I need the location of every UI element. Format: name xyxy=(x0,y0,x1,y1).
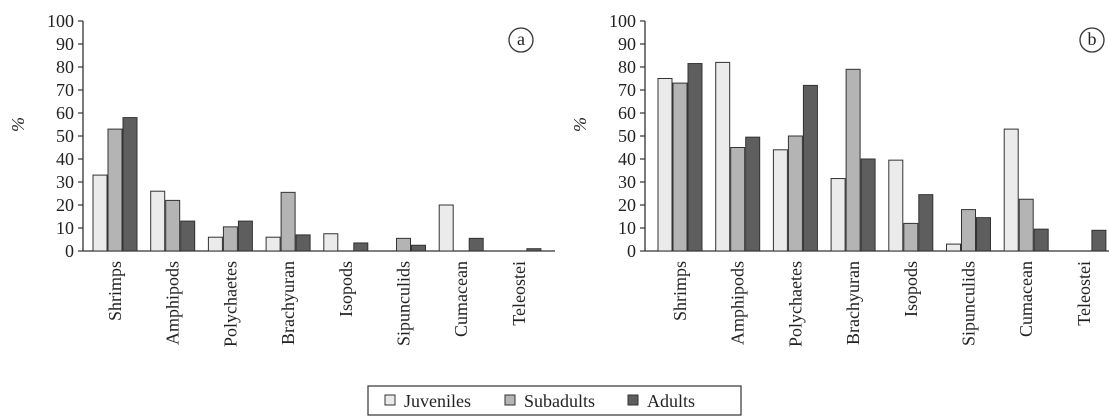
y-tick-label: 80 xyxy=(56,57,74,77)
bar-juveniles-shrimps xyxy=(92,174,108,252)
bar-juveniles-brachyuran xyxy=(265,236,281,252)
bar-adults-sipunculids xyxy=(411,244,426,252)
y-tick-label: 10 xyxy=(56,218,74,238)
y-tick-label: 80 xyxy=(618,57,636,77)
bar-adults-isopods xyxy=(918,194,934,252)
legend-label-juveniles: Juveniles xyxy=(404,391,471,411)
bar-juveniles-isopods xyxy=(323,233,339,252)
category-label: Isopods xyxy=(901,261,921,317)
bar-subadults-polychaetes xyxy=(787,135,803,252)
category-label: Cumacean xyxy=(451,261,471,337)
y-tick-label: 70 xyxy=(56,80,74,100)
y-axis-label: % xyxy=(570,117,590,132)
y-tick-label: 70 xyxy=(618,80,636,100)
bar-juveniles-shrimps xyxy=(657,78,673,252)
y-tick-label: 20 xyxy=(56,195,74,215)
bar-subadults-polychaetes xyxy=(222,226,238,252)
y-tick-label: 100 xyxy=(609,11,636,31)
bar-adults-shrimps xyxy=(122,117,138,252)
bar-adults-amphipods xyxy=(745,136,761,252)
category-label: Teleostei xyxy=(509,261,529,326)
y-tick-label: 50 xyxy=(618,126,636,146)
y-tick-label: 60 xyxy=(56,103,74,123)
chart-panel-b: 0 10 20 30 40 50 60 70 80 90 100% b Shrimps Amphipods… xyxy=(570,11,1109,347)
category-label: Sipunculids xyxy=(959,261,979,346)
y-tick-label: 90 xyxy=(618,34,636,54)
legend-swatch-juveniles xyxy=(384,394,396,406)
category-label: Brachyuran xyxy=(843,261,863,345)
category-label: Teleostei xyxy=(1074,261,1094,326)
category-label: Polychaetes xyxy=(220,261,240,347)
y-tick-label: 90 xyxy=(56,34,74,54)
bar-adults-teleostei xyxy=(1091,229,1107,252)
bar-juveniles-polychaetes xyxy=(772,149,788,252)
legend-swatch-adults xyxy=(627,394,639,406)
legend-label-adults: Adults xyxy=(647,391,695,411)
bar-subadults-brachyuran xyxy=(280,191,296,252)
legend-swatch-subadults xyxy=(504,394,516,406)
y-tick-label: 40 xyxy=(56,149,74,169)
legend: Juveniles Subadults Adults xyxy=(367,385,742,416)
panel-letter: a xyxy=(517,29,525,49)
legend-box xyxy=(367,385,742,416)
bar-adults-polychaetes xyxy=(237,220,253,252)
panel-letter-circle xyxy=(508,27,534,53)
bar-adults-amphipods xyxy=(180,220,196,252)
bar-juveniles-polychaetes xyxy=(207,236,223,252)
legend-label-subadults: Subadults xyxy=(524,391,595,411)
bar-juveniles-brachyuran xyxy=(830,178,846,252)
y-tick-label: 30 xyxy=(618,172,636,192)
bar-subadults-isopods xyxy=(903,222,919,252)
y-tick-label: 0 xyxy=(65,241,74,261)
chart-panel-a: 0 10 20 30 40 50 60 70 80 90 100% a Shrimps Amphipods… xyxy=(8,11,555,347)
bar-juveniles-cumacean xyxy=(1003,128,1019,252)
panel-letter-circle xyxy=(1079,27,1105,53)
bar-subadults-sipunculids xyxy=(396,237,411,252)
bar-juveniles-sipunculids xyxy=(946,243,961,252)
y-tick-label: 30 xyxy=(56,172,74,192)
category-label: Cumacean xyxy=(1016,261,1036,337)
bar-adults-teleostei xyxy=(526,248,542,252)
category-label: Amphipods xyxy=(163,261,183,345)
bar-subadults-brachyuran xyxy=(845,68,861,252)
category-label: Isopods xyxy=(336,261,356,317)
category-label: Shrimps xyxy=(670,261,690,321)
bar-juveniles-amphipods xyxy=(150,190,166,252)
category-label: Amphipods xyxy=(728,261,748,345)
bar-adults-brachyuran xyxy=(860,158,876,252)
bar-subadults-amphipods xyxy=(165,199,181,252)
bar-subadults-cumacean xyxy=(1018,198,1034,252)
bar-juveniles-amphipods xyxy=(715,61,731,252)
y-tick-label: 50 xyxy=(56,126,74,146)
panel-letter: b xyxy=(1088,29,1097,49)
category-label: Brachyuran xyxy=(278,261,298,345)
bar-adults-shrimps xyxy=(687,63,703,252)
y-axis-label: % xyxy=(8,117,28,132)
y-tick-label: 20 xyxy=(618,195,636,215)
y-tick-label: 10 xyxy=(618,218,636,238)
bar-adults-cumacean xyxy=(1033,228,1049,252)
y-tick-label: 60 xyxy=(618,103,636,123)
bar-adults-sipunculids xyxy=(976,217,991,252)
category-label: Sipunculids xyxy=(394,261,414,346)
bar-subadults-sipunculids xyxy=(961,209,976,252)
bar-juveniles-isopods xyxy=(888,159,904,252)
bar-adults-cumacean xyxy=(468,237,484,252)
category-label: Shrimps xyxy=(105,261,125,321)
bar-subadults-shrimps xyxy=(672,82,688,252)
y-tick-label: 100 xyxy=(47,11,74,31)
bar-subadults-amphipods xyxy=(730,147,746,252)
bar-adults-polychaetes xyxy=(802,84,818,252)
bar-subadults-shrimps xyxy=(107,128,123,252)
y-tick-label: 0 xyxy=(627,241,636,261)
bar-juveniles-cumacean xyxy=(438,204,454,252)
bar-adults-isopods xyxy=(353,242,369,252)
bar-adults-brachyuran xyxy=(295,234,311,252)
y-tick-label: 40 xyxy=(618,149,636,169)
category-label: Polychaetes xyxy=(785,261,805,347)
